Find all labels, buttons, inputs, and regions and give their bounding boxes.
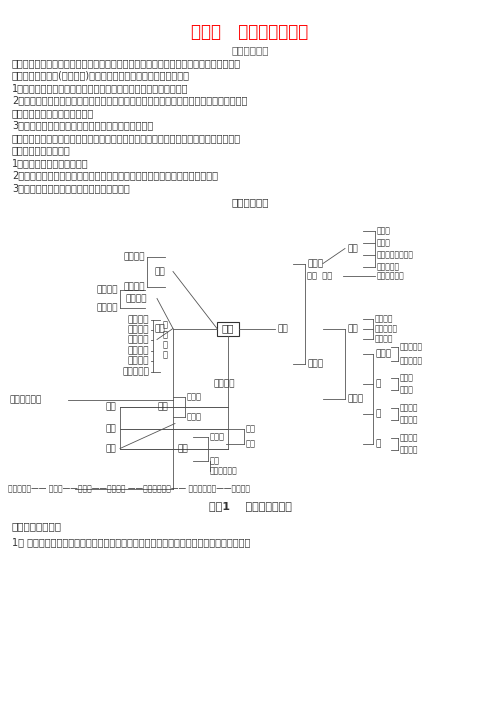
Text: 化学性质: 化学性质 [124, 282, 145, 291]
Text: 一、中考复习要求: 一、中考复习要求 [12, 522, 62, 532]
Text: 碱性氧化物: 碱性氧化物 [400, 356, 423, 365]
Text: 元素: 元素 [157, 402, 168, 411]
Text: 3、加强练习，深化对理论联系实际的理解。: 3、加强练习，深化对理论联系实际的理解。 [12, 183, 130, 193]
Text: 单质: 单质 [347, 324, 358, 333]
Text: 稀溶液: 稀溶液 [377, 238, 391, 247]
Text: 3、熟练地运用化学用语，准确表达化学概念的意义。: 3、熟练地运用化学用语，准确表达化学概念的意义。 [12, 121, 153, 131]
Text: 氧化物: 氧化物 [375, 349, 391, 358]
Text: 原子: 原子 [177, 444, 188, 453]
Text: 纯净物: 纯净物 [307, 359, 323, 368]
Text: 物质: 物质 [222, 323, 234, 333]
Text: 第一章   基本概念和原理: 第一章 基本概念和原理 [192, 23, 308, 41]
Text: 电子: 电子 [210, 456, 220, 465]
Text: 化学基本概念是学习化学的基础，是化学思维的细胞，是化学现象的本质反映。就初中化: 化学基本概念是学习化学的基础，是化学思维的细胞，是化学现象的本质反映。就初中化 [12, 58, 241, 68]
Text: 原子核: 原子核 [210, 432, 225, 441]
Text: 氧化反应: 氧化反应 [128, 315, 149, 324]
Text: 吸热现象: 吸热现象 [96, 285, 118, 294]
Text: 核外电子排布: 核外电子排布 [210, 466, 238, 475]
Text: 离子: 离子 [105, 424, 116, 433]
Text: 可溶性碱: 可溶性碱 [400, 403, 418, 412]
Text: 无氧酸: 无氧酸 [400, 385, 414, 394]
Text: 复习方法指导: 复习方法指导 [231, 45, 269, 55]
Text: 稀有气体: 稀有气体 [375, 334, 394, 343]
Text: 片，形成网状整体，融汇贯通。: 片，形成网状整体，融汇贯通。 [12, 108, 94, 118]
Text: 化学基本原理在教学中占有重要地位，它对化学的学习起着指导作用，要较好掌握这些理: 化学基本原理在教学中占有重要地位，它对化学的学习起着指导作用，要较好掌握这些理 [12, 133, 241, 143]
Text: 溶质质量分数: 溶质质量分数 [377, 271, 405, 280]
Text: 混合物: 混合物 [307, 259, 323, 268]
Text: 2、要分清大概念和小概念，掌握概念之间的区别和联系，把概念分成块，串成串，纵横成: 2、要分清大概念和小概念，掌握概念之间的区别和联系，把概念分成块，串成串，纵横成 [12, 95, 248, 105]
Text: 酸: 酸 [375, 379, 380, 388]
Text: 知识结构梳理: 知识结构梳理 [231, 198, 269, 208]
Text: 无氧酸盐: 无氧酸盐 [400, 445, 418, 454]
Text: 性质: 性质 [154, 267, 165, 276]
Text: 含氧酸: 含氧酸 [400, 373, 414, 382]
Text: 化: 化 [162, 350, 168, 359]
Text: 化学方程式—— 化学式——化合价——元素符号 ——原子结构简图—— 离子结构简图——离子符号: 化学方程式—— 化学式——化合价——元素符号 ——原子结构简图—— 离子结构简图… [8, 484, 250, 493]
Text: 化合反应: 化合反应 [128, 336, 149, 345]
Text: 化合物: 化合物 [347, 394, 363, 403]
Text: 学而言，概念繁多(有近百个)，要较好地掌握概念应做到以下几点：: 学而言，概念繁多(有近百个)，要较好地掌握概念应做到以下几点： [12, 71, 190, 80]
Text: 物质: 物质 [105, 402, 116, 411]
Text: 置换反应: 置换反应 [128, 357, 149, 366]
Text: 1、掌握理论的要点和涵义。: 1、掌握理论的要点和涵义。 [12, 158, 88, 168]
Text: 1、 正确描述分子、原子、离子概念的含义以及它们的区别与联系，并能将它们进行区分。: 1、 正确描述分子、原子、离子概念的含义以及它们的区别与联系，并能将它们进行区分… [12, 537, 250, 547]
Text: 碱: 碱 [375, 409, 380, 418]
Text: 分子: 分子 [105, 444, 116, 453]
Text: 质子: 质子 [246, 439, 256, 448]
Text: 物理性质: 物理性质 [124, 252, 145, 261]
Text: 非金属单质: 非金属单质 [375, 324, 398, 333]
Text: 物理变化: 物理变化 [126, 294, 147, 303]
Text: 变化: 变化 [154, 324, 165, 333]
Text: 中子: 中子 [246, 424, 256, 433]
Text: 放热现象: 放热现象 [96, 303, 118, 312]
Text: 不饱和溶液: 不饱和溶液 [377, 262, 400, 271]
Text: 1、弄清概念的来胺去脉，掌握其要点，特别注意概念的关键词语。: 1、弄清概念的来胺去脉，掌握其要点，特别注意概念的关键词语。 [12, 83, 188, 93]
FancyBboxPatch shape [217, 321, 239, 335]
Text: 游离态: 游离态 [187, 412, 202, 421]
Text: 金属单质: 金属单质 [375, 314, 394, 323]
Text: 复分解反应: 复分解反应 [122, 367, 149, 376]
Text: 论，应做到以下几点：: 论，应做到以下几点： [12, 145, 71, 155]
Text: 溶液: 溶液 [347, 244, 358, 253]
Text: 2、抓住理论要点和实际问题的关系，注意理论指导实际，实际问题联挂理论。: 2、抓住理论要点和实际问题的关系，注意理论指导实际，实际问题联挂理论。 [12, 171, 218, 181]
Text: 分解反应: 分解反应 [128, 346, 149, 355]
Text: 专题1    物质的微观构成: 专题1 物质的微观构成 [208, 501, 292, 512]
Text: 酸性氧化物: 酸性氧化物 [400, 342, 423, 351]
Text: 含氧酸盐: 含氧酸盐 [400, 433, 418, 442]
Text: 学: 学 [162, 330, 168, 339]
Text: 组成结构: 组成结构 [213, 379, 234, 388]
Text: 盐: 盐 [375, 439, 380, 448]
Text: 质量守恒定律: 质量守恒定律 [10, 395, 42, 404]
Text: 不溶性碱: 不溶性碱 [400, 415, 418, 424]
Text: 还原反应: 还原反应 [128, 325, 149, 335]
Text: 浓溶液: 浓溶液 [377, 226, 391, 235]
Text: 化: 化 [162, 320, 168, 329]
Text: 分类: 分类 [277, 324, 288, 333]
Text: 溶剂  溶质: 溶剂 溶质 [307, 271, 332, 280]
Text: 饱和溶液一溶解度: 饱和溶液一溶解度 [377, 250, 414, 259]
Text: 化合态: 化合态 [187, 392, 202, 401]
Text: 变: 变 [162, 340, 168, 349]
